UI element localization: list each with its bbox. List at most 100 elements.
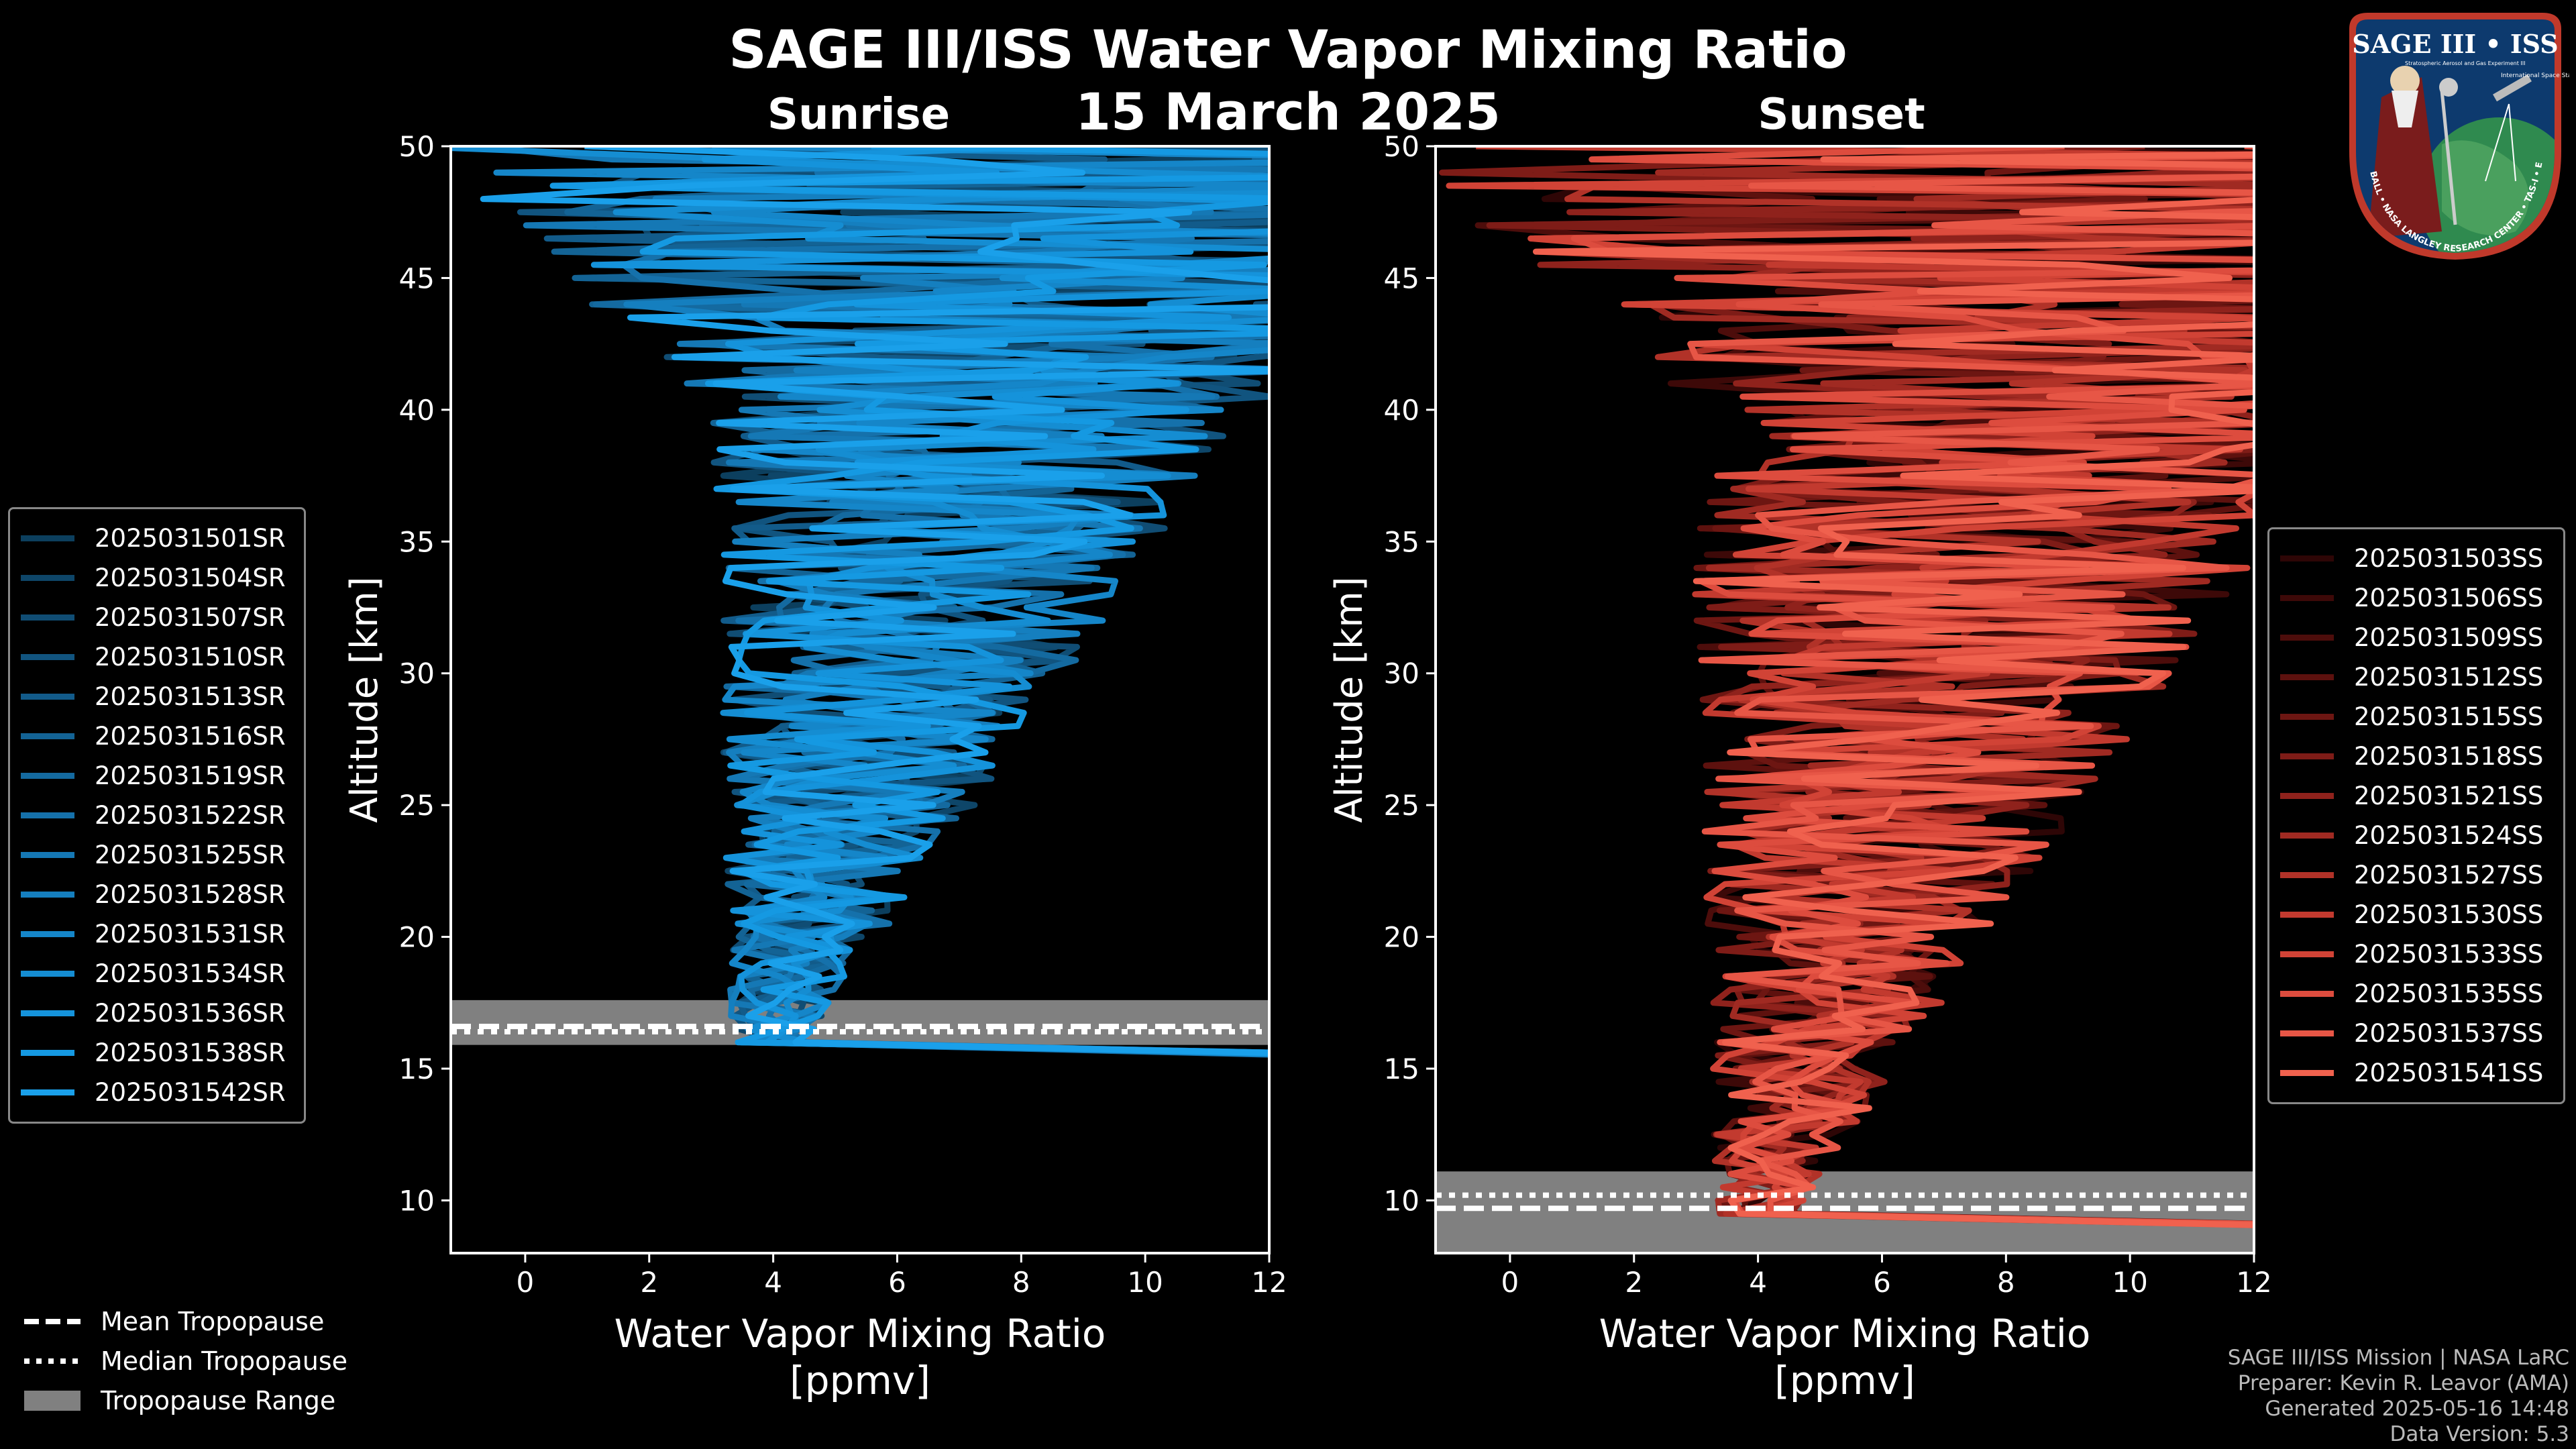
sunrise-y-tick-label: 25 (399, 789, 435, 822)
sunset-legend-swatch (2280, 714, 2334, 720)
sunset-legend-item: 2025031537SS (2280, 1014, 2553, 1053)
sunrise-profile-line (591, 146, 1269, 1057)
sunrise-legend-swatch (21, 773, 74, 779)
sunset-legend-item: 2025031524SS (2280, 816, 2553, 855)
sunset-y-tick-label: 10 (1384, 1184, 1419, 1217)
sunset-legend-label: 2025031527SS (2354, 861, 2544, 890)
sunrise-y-axis-label: Altitude [km] (343, 576, 386, 822)
sunrise-legend-item: 2025031507SR (21, 598, 293, 637)
sunset-x-tick-label: 6 (1873, 1266, 1891, 1299)
sunset-legend-item: 2025031527SS (2280, 855, 2553, 895)
sunset-y-tick-label: 20 (1384, 921, 1419, 954)
credit-preparer: Preparer: Kevin R. Leavor (AMA) (2237, 1371, 2569, 1395)
sunrise-x-tick-label: 12 (1251, 1266, 1287, 1299)
sunset-legend-label: 2025031518SS (2354, 742, 2544, 771)
sunset-legend-swatch (2280, 674, 2334, 680)
sunset-legend-item: 2025031509SS (2280, 618, 2553, 657)
sunset-legend-item: 2025031533SS (2280, 934, 2553, 974)
sunset-y-tick-label: 25 (1384, 789, 1419, 822)
sunrise-legend-swatch (21, 1010, 74, 1016)
sage-iii-iss-logo: SAGE III • ISS Stratospheric Aerosol and… (2341, 10, 2569, 260)
sunrise-x-tick-label: 0 (517, 1266, 535, 1299)
sunrise-legend-item: 2025031510SR (21, 637, 293, 677)
sunrise-profile-line (549, 146, 1269, 1056)
sunset-legend-item: 2025031506SS (2280, 578, 2553, 618)
sunset-x-axis-label: [ppmv] (1774, 1358, 1915, 1403)
tropopause-range-label: Tropopause Range (101, 1385, 336, 1415)
sunrise-y-tick-label: 20 (399, 921, 435, 954)
sunset-legend-label: 2025031535SS (2354, 979, 2544, 1008)
sunrise-x-tick-label: 8 (1012, 1266, 1030, 1299)
sunrise-legend-label: 2025031510SR (95, 643, 286, 672)
sunrise-legend-label: 2025031501SR (95, 524, 286, 553)
sunset-legend-label: 2025031506SS (2354, 584, 2544, 612)
sunset-legend-label: 2025031541SS (2354, 1059, 2544, 1087)
sunset-legend-label: 2025031521SS (2354, 782, 2544, 810)
sunset-x-tick-label: 4 (1749, 1266, 1767, 1299)
sunrise-x-axis-label: Water Vapor Mixing Ratio (614, 1311, 1106, 1356)
sunset-tropopause-range (1436, 1171, 2254, 1253)
sunrise-legend-item: 2025031528SR (21, 875, 293, 914)
sunset-legend-swatch (2280, 1030, 2334, 1036)
sunset-legend-label: 2025031533SS (2354, 940, 2544, 969)
sunrise-legend-swatch (21, 852, 74, 858)
sunrise-legend-swatch (21, 535, 74, 541)
sunrise-legend-swatch (21, 654, 74, 660)
sunset-y-tick-label: 15 (1384, 1053, 1419, 1085)
sunrise-tropopause-range (451, 1000, 1269, 1045)
sunrise-profile-line (620, 160, 1269, 1056)
chart-date: 15 March 2025 (1075, 82, 1501, 142)
sunset-legend-label: 2025031512SS (2354, 663, 2544, 692)
credit-generated: Generated 2025-05-16 14:48 (2265, 1397, 2569, 1421)
sunrise-legend-label: 2025031507SR (95, 603, 286, 632)
sunset-legend-label: 2025031515SS (2354, 702, 2544, 731)
sunrise-profile-line (474, 146, 1269, 1056)
sunset-x-tick-label: 8 (1997, 1266, 2015, 1299)
sunrise-legend-label: 2025031534SR (95, 959, 286, 988)
logo-subtitle: Stratospheric Aerosol and Gas Experiment… (2405, 60, 2525, 66)
sunset-legend-swatch (2280, 1070, 2334, 1076)
sunrise-legend-label: 2025031528SR (95, 880, 286, 909)
sunrise-legend-swatch (21, 892, 74, 898)
sunset-y-tick-label: 45 (1384, 262, 1419, 294)
sunset-legend-label: 2025031503SS (2354, 544, 2544, 573)
chart-title: SAGE III/ISS Water Vapor Mixing Ratio (729, 20, 1847, 80)
sunset-y-tick-label: 40 (1384, 394, 1419, 427)
logo-text: SAGE III • ISS (2352, 29, 2558, 59)
sunrise-legend-label: 2025031536SR (95, 999, 286, 1028)
sunrise-legend-swatch (21, 931, 74, 937)
sunset-y-tick-label: 35 (1384, 525, 1419, 558)
credits: SAGE III/ISS Mission | NASA LaRC Prepare… (2228, 1345, 2569, 1447)
sunrise-legend-item: 2025031504SR (21, 558, 293, 598)
sunrise-legend-item: 2025031522SR (21, 796, 293, 835)
sunrise-profile-line (517, 146, 1269, 1057)
sunrise-profile-line (543, 146, 1269, 1056)
sunrise-y-tick-label: 30 (399, 657, 435, 690)
median-tropopause-label: Median Tropopause (101, 1346, 347, 1376)
sunrise-legend-swatch (21, 614, 74, 621)
sunrise-legend-label: 2025031504SR (95, 564, 286, 592)
sunrise-x-tick-label: 2 (640, 1266, 658, 1299)
sunset-legend-swatch (2280, 912, 2334, 918)
sunrise-legend-label: 2025031522SR (95, 801, 286, 830)
sunset-legend-swatch (2280, 555, 2334, 561)
sunset-legend-label: 2025031537SS (2354, 1019, 2544, 1048)
sunrise-legend-item: 2025031531SR (21, 914, 293, 954)
median-tropopause-swatch (24, 1358, 80, 1364)
sunrise-legend-item: 2025031516SR (21, 716, 293, 756)
sunrise-profile-line (451, 146, 1269, 1057)
sunset-axes-frame (1434, 145, 2255, 1254)
sunrise-legend-swatch (21, 1089, 74, 1095)
sunset-legend-swatch (2280, 833, 2334, 839)
sunset-y-axis-label: Altitude [km] (1328, 576, 1371, 822)
credit-mission: SAGE III/ISS Mission | NASA LaRC (2227, 1346, 2569, 1370)
sunset-x-tick-label: 0 (1501, 1266, 1519, 1299)
sunrise-x-tick-label: 6 (888, 1266, 906, 1299)
sunrise-legend: 2025031501SR 2025031504SR 2025031507SR 2025… (8, 507, 306, 1124)
sunrise-legend-label: 2025031538SR (95, 1038, 286, 1067)
sunset-legend-label: 2025031524SS (2354, 821, 2544, 850)
sunrise-y-tick-label: 10 (399, 1184, 435, 1217)
mean-tropopause-swatch (24, 1318, 80, 1324)
